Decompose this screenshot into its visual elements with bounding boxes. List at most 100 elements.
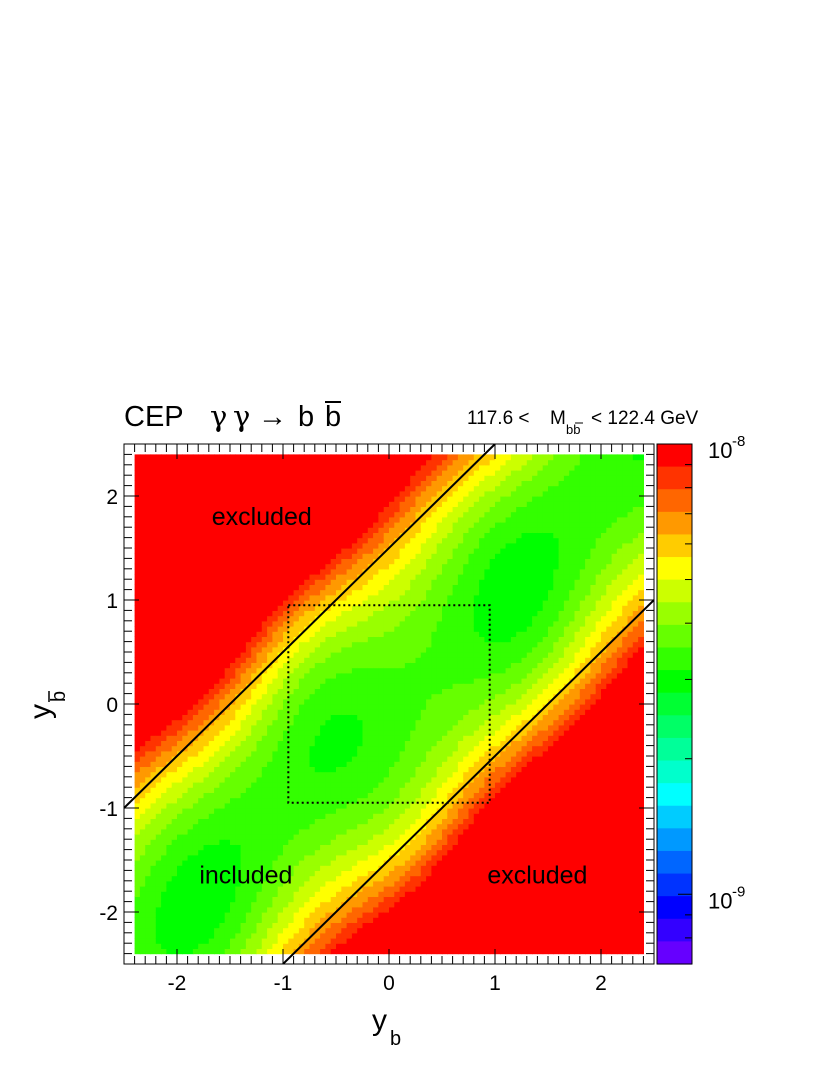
heatmap-cell [288,906,295,913]
heatmap-cell [235,834,242,840]
heatmap-cell [177,553,183,559]
heatmap-cell [145,922,152,929]
heatmap-cell [277,584,284,591]
heatmap-cell [198,693,205,700]
heatmap-cell [378,527,385,533]
heatmap-cell [309,704,316,710]
heatmap-cell [145,511,152,518]
heatmap-cell [293,600,300,606]
heatmap-cell [150,646,157,653]
heatmap-cell [304,750,311,757]
heatmap-cell [251,818,258,825]
heatmap-cell [177,719,183,726]
heatmap-cell [277,943,284,949]
heatmap-cell [182,553,189,559]
heatmap-cell [389,485,395,492]
heatmap-cell [378,672,385,679]
heatmap-cell [367,714,374,721]
heatmap-cell [298,797,305,804]
heatmap-cell [346,766,353,773]
heatmap-cell [134,672,141,679]
heatmap-cell [240,698,247,705]
heatmap-cell [155,875,162,882]
heatmap-cell [171,719,178,726]
heatmap-cell [341,932,348,939]
heatmap-cell [272,646,279,653]
heatmap-cell [357,522,364,528]
heatmap-cell [378,516,385,523]
heatmap-cell [224,776,231,783]
heatmap-cell [166,683,173,689]
heatmap-cell [404,880,411,887]
heatmap-cell [203,932,210,939]
heatmap-cell [192,750,199,757]
heatmap-cell [293,470,300,476]
heatmap-cell [283,490,289,497]
heatmap-cell [378,854,385,861]
heatmap-cell [161,938,167,944]
heatmap-cell [362,470,369,476]
heatmap-cell [404,813,411,819]
heatmap-cell [171,698,178,705]
heatmap-cell [346,776,353,783]
heatmap-cell [362,797,369,804]
heatmap-cell [177,485,183,492]
heatmap-cell [314,834,321,840]
heatmap-cell [399,568,406,575]
heatmap-cell [351,490,358,497]
heatmap-cell [166,776,173,783]
heatmap-cell [325,808,332,814]
heatmap-cell [134,771,141,778]
heatmap-cell [383,605,390,611]
heatmap-cell [399,917,406,923]
heatmap-cell [251,563,258,570]
heatmap-cell [389,901,395,908]
heatmap-cell [240,662,247,669]
heatmap-cell [139,938,146,944]
heatmap-cell [383,704,390,710]
heatmap-cell [182,454,189,461]
heatmap-cell [288,735,295,741]
heatmap-cell [166,537,173,544]
heatmap-cell [373,662,379,669]
heatmap-cell [293,839,300,845]
heatmap-cell [330,938,337,944]
heatmap-cell [208,761,215,767]
heatmap-cell [399,662,406,669]
heatmap-cell [272,610,279,617]
heatmap-cell [214,693,220,700]
heatmap-cell [288,620,295,627]
heatmap-cell [330,828,337,835]
heatmap-cell [373,464,379,471]
heatmap-cell [314,782,321,788]
heatmap-cell [230,683,236,689]
heatmap-cell [171,875,178,882]
heatmap-cell [320,527,326,533]
heatmap-cell [314,865,321,871]
heatmap-cell [251,756,258,762]
heatmap-cell [404,641,411,648]
heatmap-cell [378,782,385,788]
heatmap-cell [378,730,385,736]
heatmap-cell [362,927,369,934]
heatmap-cell [219,610,226,617]
heatmap-cell [251,844,258,851]
heatmap-cell [134,662,141,669]
heatmap-cell [219,600,226,606]
heatmap-cell [235,568,242,575]
heatmap-cell [139,891,146,897]
heatmap-cell [203,698,210,705]
heatmap-cell [325,693,332,700]
heatmap-cell [341,880,348,887]
heatmap-cell [325,610,332,617]
heatmap-cell [394,470,401,476]
heatmap-cell [240,501,247,507]
heatmap-cell [208,683,215,689]
heatmap-cell [362,849,369,856]
heatmap-cell [182,594,189,601]
heatmap-cell [171,662,178,669]
heatmap-cell [277,802,284,809]
heatmap-cell [155,766,162,773]
heatmap-cell [277,865,284,871]
heatmap-cell [256,522,263,528]
